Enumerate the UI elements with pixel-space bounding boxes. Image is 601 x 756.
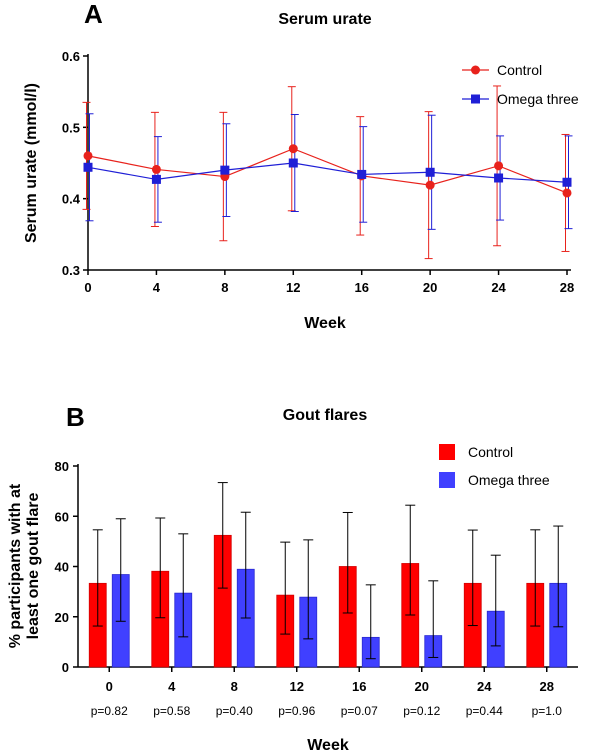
chart-b-title: Gout flares [283,407,368,424]
chart-b-x-tick-label: 20 [415,679,429,694]
chart-a-point-omega [425,167,435,177]
chart-b-y-tick-label: 60 [55,509,69,524]
chart-a-legend-label: Control [497,62,542,78]
chart-a-x-tick-label: 28 [560,280,574,295]
chart-b-legend-label: Control [468,444,513,460]
panel-a-letter: A [84,0,103,29]
chart-b-x-tick-label: 12 [290,679,304,694]
chart-a-point-control [562,188,572,198]
chart-b-p-value: p=1.0 [532,704,563,718]
chart-a-x-tick-label: 0 [84,280,91,295]
chart-b-p-value: p=0.96 [278,704,315,718]
chart-b-p-value: p=0.44 [466,704,503,718]
chart-b-y-axis-label-line1: % participants with at [7,483,24,648]
chart-b-x-tick-label: 28 [540,679,554,694]
chart-a-point-omega [494,173,504,183]
chart-a-plot: 0.3 0.4 0.5 0.6 0 4 8 12 16 20 24 28 Control Omega th… [62,49,579,295]
chart-b-x-tick-label: 24 [477,679,492,694]
chart-b-legend-label: Omega three [468,472,550,488]
chart-a-title: Serum urate [278,11,371,28]
chart-a-point-omega [357,169,367,179]
chart-a-series-line-omega [87,162,568,183]
chart-b-y-axis-label-line2: least one gout flare [25,493,42,640]
chart-a-x-tick-label: 20 [423,280,437,295]
chart-b-y-tick-label: 40 [55,560,69,575]
chart-a-point-omega [562,177,572,187]
chart-b-x-tick-label: 8 [231,679,238,694]
chart-b-x-tick-label: 0 [106,679,113,694]
chart-b-p-value: p=0.12 [403,704,440,718]
chart-a-y-tick-label: 0.3 [62,263,80,278]
chart-a-point-omega [220,165,230,175]
chart-a-x-axis-label: Week [304,315,346,332]
chart-a-legend-marker-omega [471,94,480,104]
chart-a-y-tick-label: 0.6 [62,49,80,64]
chart-a-point-omega [83,162,93,172]
chart-a-x-tick-label: 24 [491,280,506,295]
chart-a-point-control [288,144,298,154]
chart-a-point-omega [288,158,298,168]
chart-b-legend-swatch-control [439,444,455,460]
chart-a-point-omega [151,174,161,184]
chart-b-x-tick-label: 16 [352,679,366,694]
chart-a-point-control [83,151,93,161]
chart-a-y-tick-label: 0.4 [62,192,81,207]
chart-b-x-tick-label: 4 [168,679,176,694]
panel-b-letter: B [66,402,85,432]
chart-a-legend-label: Omega three [497,91,579,107]
chart-a-point-control [425,180,435,190]
chart-b-y-tick-label: 20 [55,610,69,625]
chart-b-y-tick-label: 80 [55,459,69,474]
chart-a-legend-marker-control [471,65,480,75]
chart-a-x-tick-label: 8 [221,280,228,295]
chart-a-x-tick-label: 4 [153,280,161,295]
chart-a-x-tick-label: 12 [286,280,300,295]
chart-a-y-axis-label: Serum urate (mmol/l) [23,83,40,243]
chart-a-series-line-control [87,148,568,194]
chart-a-point-control [151,164,161,174]
chart-b-x-axis-label: Week [307,737,349,754]
chart-b-p-value: p=0.07 [341,704,378,718]
chart-a-y-tick-label: 0.5 [62,120,80,135]
chart-b-p-value: p=0.82 [91,704,128,718]
chart-a-point-control [494,161,504,171]
chart-b-plot: 0 20 40 60 80 0 p=0.82 4 p=0.58 8 p=0.40 12 p=0.96 16… [55,444,578,718]
chart-a-x-tick-label: 16 [354,280,368,295]
chart-b-p-value: p=0.40 [216,704,253,718]
chart-b-p-value: p=0.58 [153,704,190,718]
chart-b-y-tick-label: 0 [62,660,69,675]
chart-b-legend-swatch-omega [439,472,455,488]
